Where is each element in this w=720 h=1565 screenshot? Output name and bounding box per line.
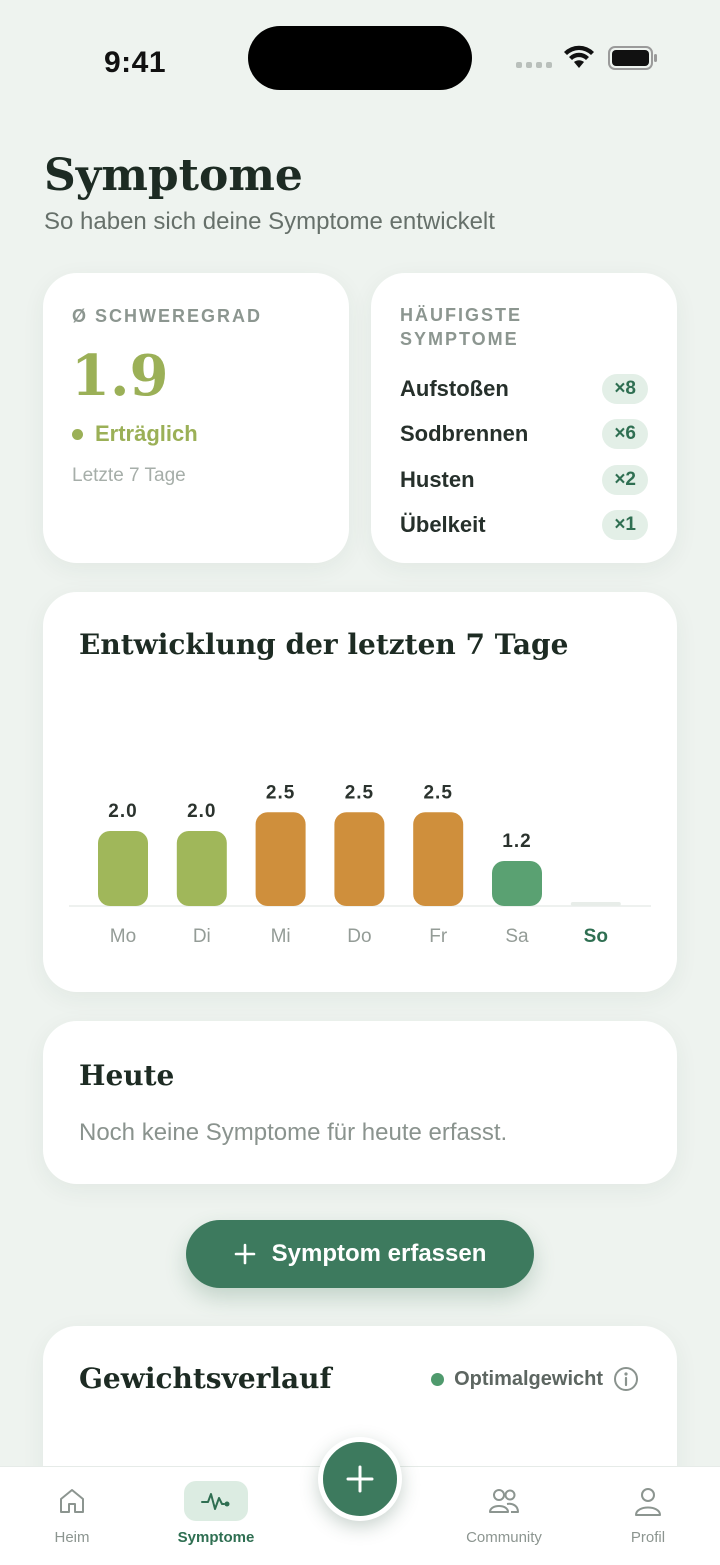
chart-bar-do[interactable] [334, 812, 385, 906]
battery-icon [608, 46, 657, 70]
symptom-name: Übelkeit [400, 512, 486, 538]
chart-value-label: 2.0 [108, 801, 137, 822]
home-icon [60, 1489, 84, 1513]
dynamic-island [248, 26, 472, 90]
severity-card: Ø SCHWEREGRAD 1.9 Erträglich Letzte 7 Ta… [43, 273, 349, 563]
chart-card: Entwicklung der letzten 7 Tage 2.0 Mo 2.0 D… [43, 592, 677, 992]
page-subtitle: So haben sich deine Symptome entwickelt [44, 208, 495, 235]
symptom-name: Sodbrennen [400, 421, 529, 447]
severity-status: Erträglich [72, 421, 198, 447]
today-title: Heute [79, 1059, 175, 1092]
chart-value-label: 1.2 [502, 831, 531, 852]
list-item: Übelkeit ×1 [400, 503, 648, 549]
chart-x-tick-label: Mo [110, 926, 136, 947]
chart-value-label: 2.5 [423, 782, 452, 803]
chart-value-label: 2.0 [187, 801, 216, 822]
fab-add-button[interactable] [318, 1437, 402, 1521]
severity-period: Letzte 7 Tage [72, 465, 186, 486]
profile-icon [635, 1488, 661, 1516]
add-symptom-label: Symptom erfassen [271, 1240, 487, 1267]
list-item: Aufstoßen ×8 [400, 366, 648, 412]
chart-value-label: 2.5 [345, 782, 374, 803]
info-icon[interactable] [613, 1366, 639, 1392]
plus-icon [346, 1465, 374, 1493]
chart-bar-mi[interactable] [255, 812, 306, 906]
chart-value-label: 2.5 [266, 782, 295, 803]
chart-x-tick-label: Mi [271, 926, 291, 947]
tab-label: Profil [630, 1529, 666, 1546]
chart-x-tick-label: Do [347, 926, 371, 947]
frequent-symptoms-list: Aufstoßen ×8 Sodbrennen ×6 Husten ×2 Übe… [400, 366, 648, 548]
chart-x-tick-label: So [584, 926, 608, 947]
chart-x-tick-label: Sa [505, 926, 529, 947]
list-item: Husten ×2 [400, 457, 648, 503]
symptom-name: Husten [400, 466, 475, 492]
tab-label: Symptome [177, 1529, 255, 1546]
today-card: Heute Noch keine Symptome für heute erfa… [43, 1021, 677, 1184]
tab-profil[interactable]: Profil [593, 1481, 703, 1546]
legend-dot-icon [431, 1372, 445, 1386]
chart-bar-sa[interactable] [492, 861, 542, 906]
weight-legend: Optimalgewicht [431, 1366, 639, 1392]
tab-label: Heim [54, 1529, 90, 1546]
weight-legend-label: Optimalgewicht [454, 1367, 603, 1390]
today-empty-text: Noch keine Symptome für heute erfasst. [79, 1119, 508, 1146]
frequent-symptoms-label: HÄUFIGSTE SYMPTOME [400, 305, 523, 349]
pulse-icon [201, 1493, 230, 1510]
severity-status-label: Erträglich [95, 421, 198, 446]
page-title: Symptome [44, 150, 303, 201]
count-badge: ×2 [602, 464, 648, 495]
severity-bar-chart: 2.0 Mo 2.0 Di 2.5 Mi 2.5 Do 2.5 Fr 1.2 Sa So [69, 782, 651, 947]
status-time: 9:41 [104, 46, 167, 79]
chart-bar-di[interactable] [176, 831, 227, 906]
chart-x-tick-label: Fr [429, 926, 448, 947]
tab-heim[interactable]: Heim [17, 1481, 127, 1546]
cellular-signal-icon [516, 62, 552, 68]
add-symptom-button[interactable]: Symptom erfassen [186, 1220, 534, 1288]
community-icon [489, 1489, 519, 1513]
wifi-icon [564, 45, 594, 68]
count-badge: ×6 [602, 419, 648, 450]
symptom-name: Aufstoßen [400, 375, 509, 401]
count-badge: ×1 [602, 510, 648, 541]
chart-x-tick-label: Di [193, 926, 211, 947]
weight-title: Gewichtsverlauf [79, 1362, 332, 1395]
status-dot-icon [72, 428, 83, 440]
severity-label: Ø SCHWEREGRAD [72, 306, 263, 326]
tab-label: Community [466, 1529, 542, 1546]
tab-community[interactable]: Community [449, 1481, 559, 1546]
tab-symptome[interactable]: Symptome [161, 1481, 271, 1546]
chart-bar-fr[interactable] [413, 812, 464, 906]
status-bar: 9:41 [0, 0, 720, 120]
chart-bar-so[interactable] [570, 902, 621, 906]
count-badge: ×8 [602, 373, 648, 404]
chart-title: Entwicklung der letzten 7 Tage [79, 628, 569, 661]
severity-value: 1.9 [71, 343, 169, 409]
chart-bar-mo[interactable] [98, 831, 148, 906]
list-item: Sodbrennen ×6 [400, 412, 648, 458]
frequent-symptoms-card: HÄUFIGSTE SYMPTOME Aufstoßen ×8 Sodbrenn… [371, 273, 677, 563]
plus-icon [234, 1243, 255, 1265]
